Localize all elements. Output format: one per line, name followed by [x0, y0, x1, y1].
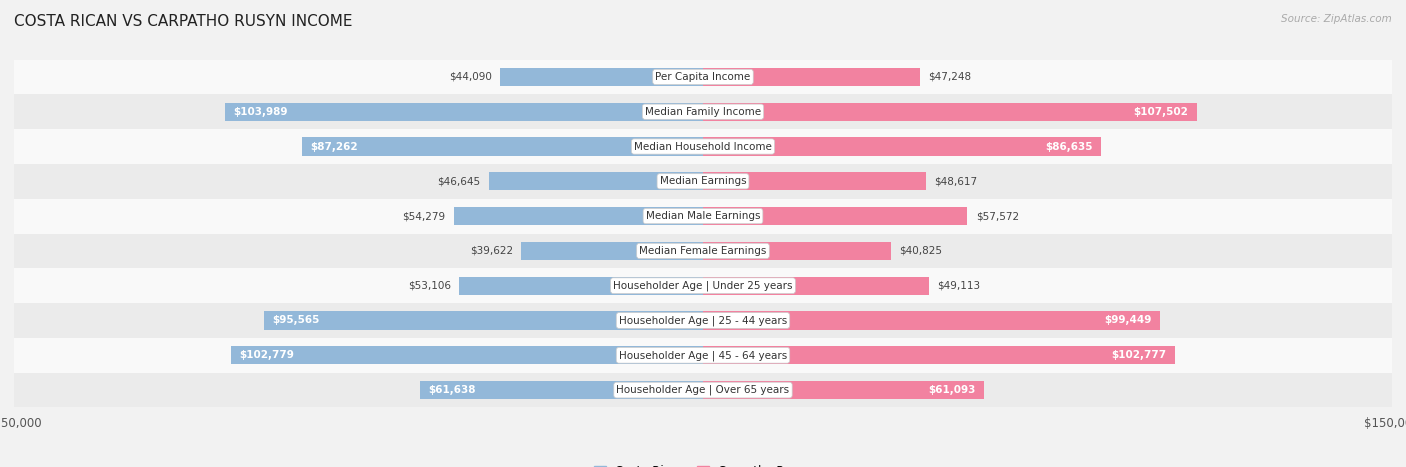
Bar	[522, 242, 703, 260]
Text: $48,617: $48,617	[935, 177, 977, 186]
Bar	[703, 68, 920, 86]
Bar	[703, 346, 1175, 364]
Text: Householder Age | 45 - 64 years: Householder Age | 45 - 64 years	[619, 350, 787, 361]
Bar	[703, 172, 927, 191]
Bar	[264, 311, 703, 330]
Text: Householder Age | Over 65 years: Householder Age | Over 65 years	[616, 385, 790, 396]
Bar	[14, 269, 1392, 303]
Text: $44,090: $44,090	[450, 72, 492, 82]
Text: $107,502: $107,502	[1133, 107, 1188, 117]
Text: $47,248: $47,248	[928, 72, 972, 82]
Bar	[14, 198, 1392, 234]
Text: Median Family Income: Median Family Income	[645, 107, 761, 117]
Bar	[14, 164, 1392, 198]
Text: $40,825: $40,825	[898, 246, 942, 256]
Text: $57,572: $57,572	[976, 211, 1019, 221]
Text: $46,645: $46,645	[437, 177, 481, 186]
Bar	[703, 242, 890, 260]
Bar	[489, 172, 703, 191]
Legend: Costa Rican, Carpatho Rusyn: Costa Rican, Carpatho Rusyn	[589, 460, 817, 467]
Text: Per Capita Income: Per Capita Income	[655, 72, 751, 82]
Text: $86,635: $86,635	[1045, 142, 1092, 151]
Text: Source: ZipAtlas.com: Source: ZipAtlas.com	[1281, 14, 1392, 24]
Text: $49,113: $49,113	[936, 281, 980, 290]
Text: Householder Age | Under 25 years: Householder Age | Under 25 years	[613, 281, 793, 291]
Bar	[14, 94, 1392, 129]
Bar	[454, 207, 703, 225]
Bar	[231, 346, 703, 364]
Bar	[703, 137, 1101, 156]
Text: $61,093: $61,093	[928, 385, 976, 395]
Bar	[14, 234, 1392, 269]
Bar	[703, 381, 984, 399]
Text: Householder Age | 25 - 44 years: Householder Age | 25 - 44 years	[619, 315, 787, 326]
Text: Median Female Earnings: Median Female Earnings	[640, 246, 766, 256]
Bar	[14, 59, 1392, 94]
Text: $102,779: $102,779	[239, 350, 294, 360]
Bar	[703, 103, 1197, 121]
Bar	[501, 68, 703, 86]
Text: Median Household Income: Median Household Income	[634, 142, 772, 151]
Text: Median Male Earnings: Median Male Earnings	[645, 211, 761, 221]
Bar	[302, 137, 703, 156]
Bar	[14, 338, 1392, 373]
Bar	[460, 276, 703, 295]
Bar	[703, 207, 967, 225]
Text: $61,638: $61,638	[429, 385, 475, 395]
Bar	[703, 276, 928, 295]
Bar	[14, 373, 1392, 408]
Bar	[14, 129, 1392, 164]
Bar	[420, 381, 703, 399]
Text: COSTA RICAN VS CARPATHO RUSYN INCOME: COSTA RICAN VS CARPATHO RUSYN INCOME	[14, 14, 353, 29]
Text: $39,622: $39,622	[470, 246, 513, 256]
Text: $99,449: $99,449	[1104, 316, 1152, 325]
Text: $87,262: $87,262	[311, 142, 359, 151]
Text: $103,989: $103,989	[233, 107, 288, 117]
Text: $54,279: $54,279	[402, 211, 446, 221]
Bar	[225, 103, 703, 121]
Text: $95,565: $95,565	[273, 316, 319, 325]
Text: $102,777: $102,777	[1112, 350, 1167, 360]
Bar	[14, 303, 1392, 338]
Text: $53,106: $53,106	[408, 281, 451, 290]
Bar	[703, 311, 1160, 330]
Text: Median Earnings: Median Earnings	[659, 177, 747, 186]
